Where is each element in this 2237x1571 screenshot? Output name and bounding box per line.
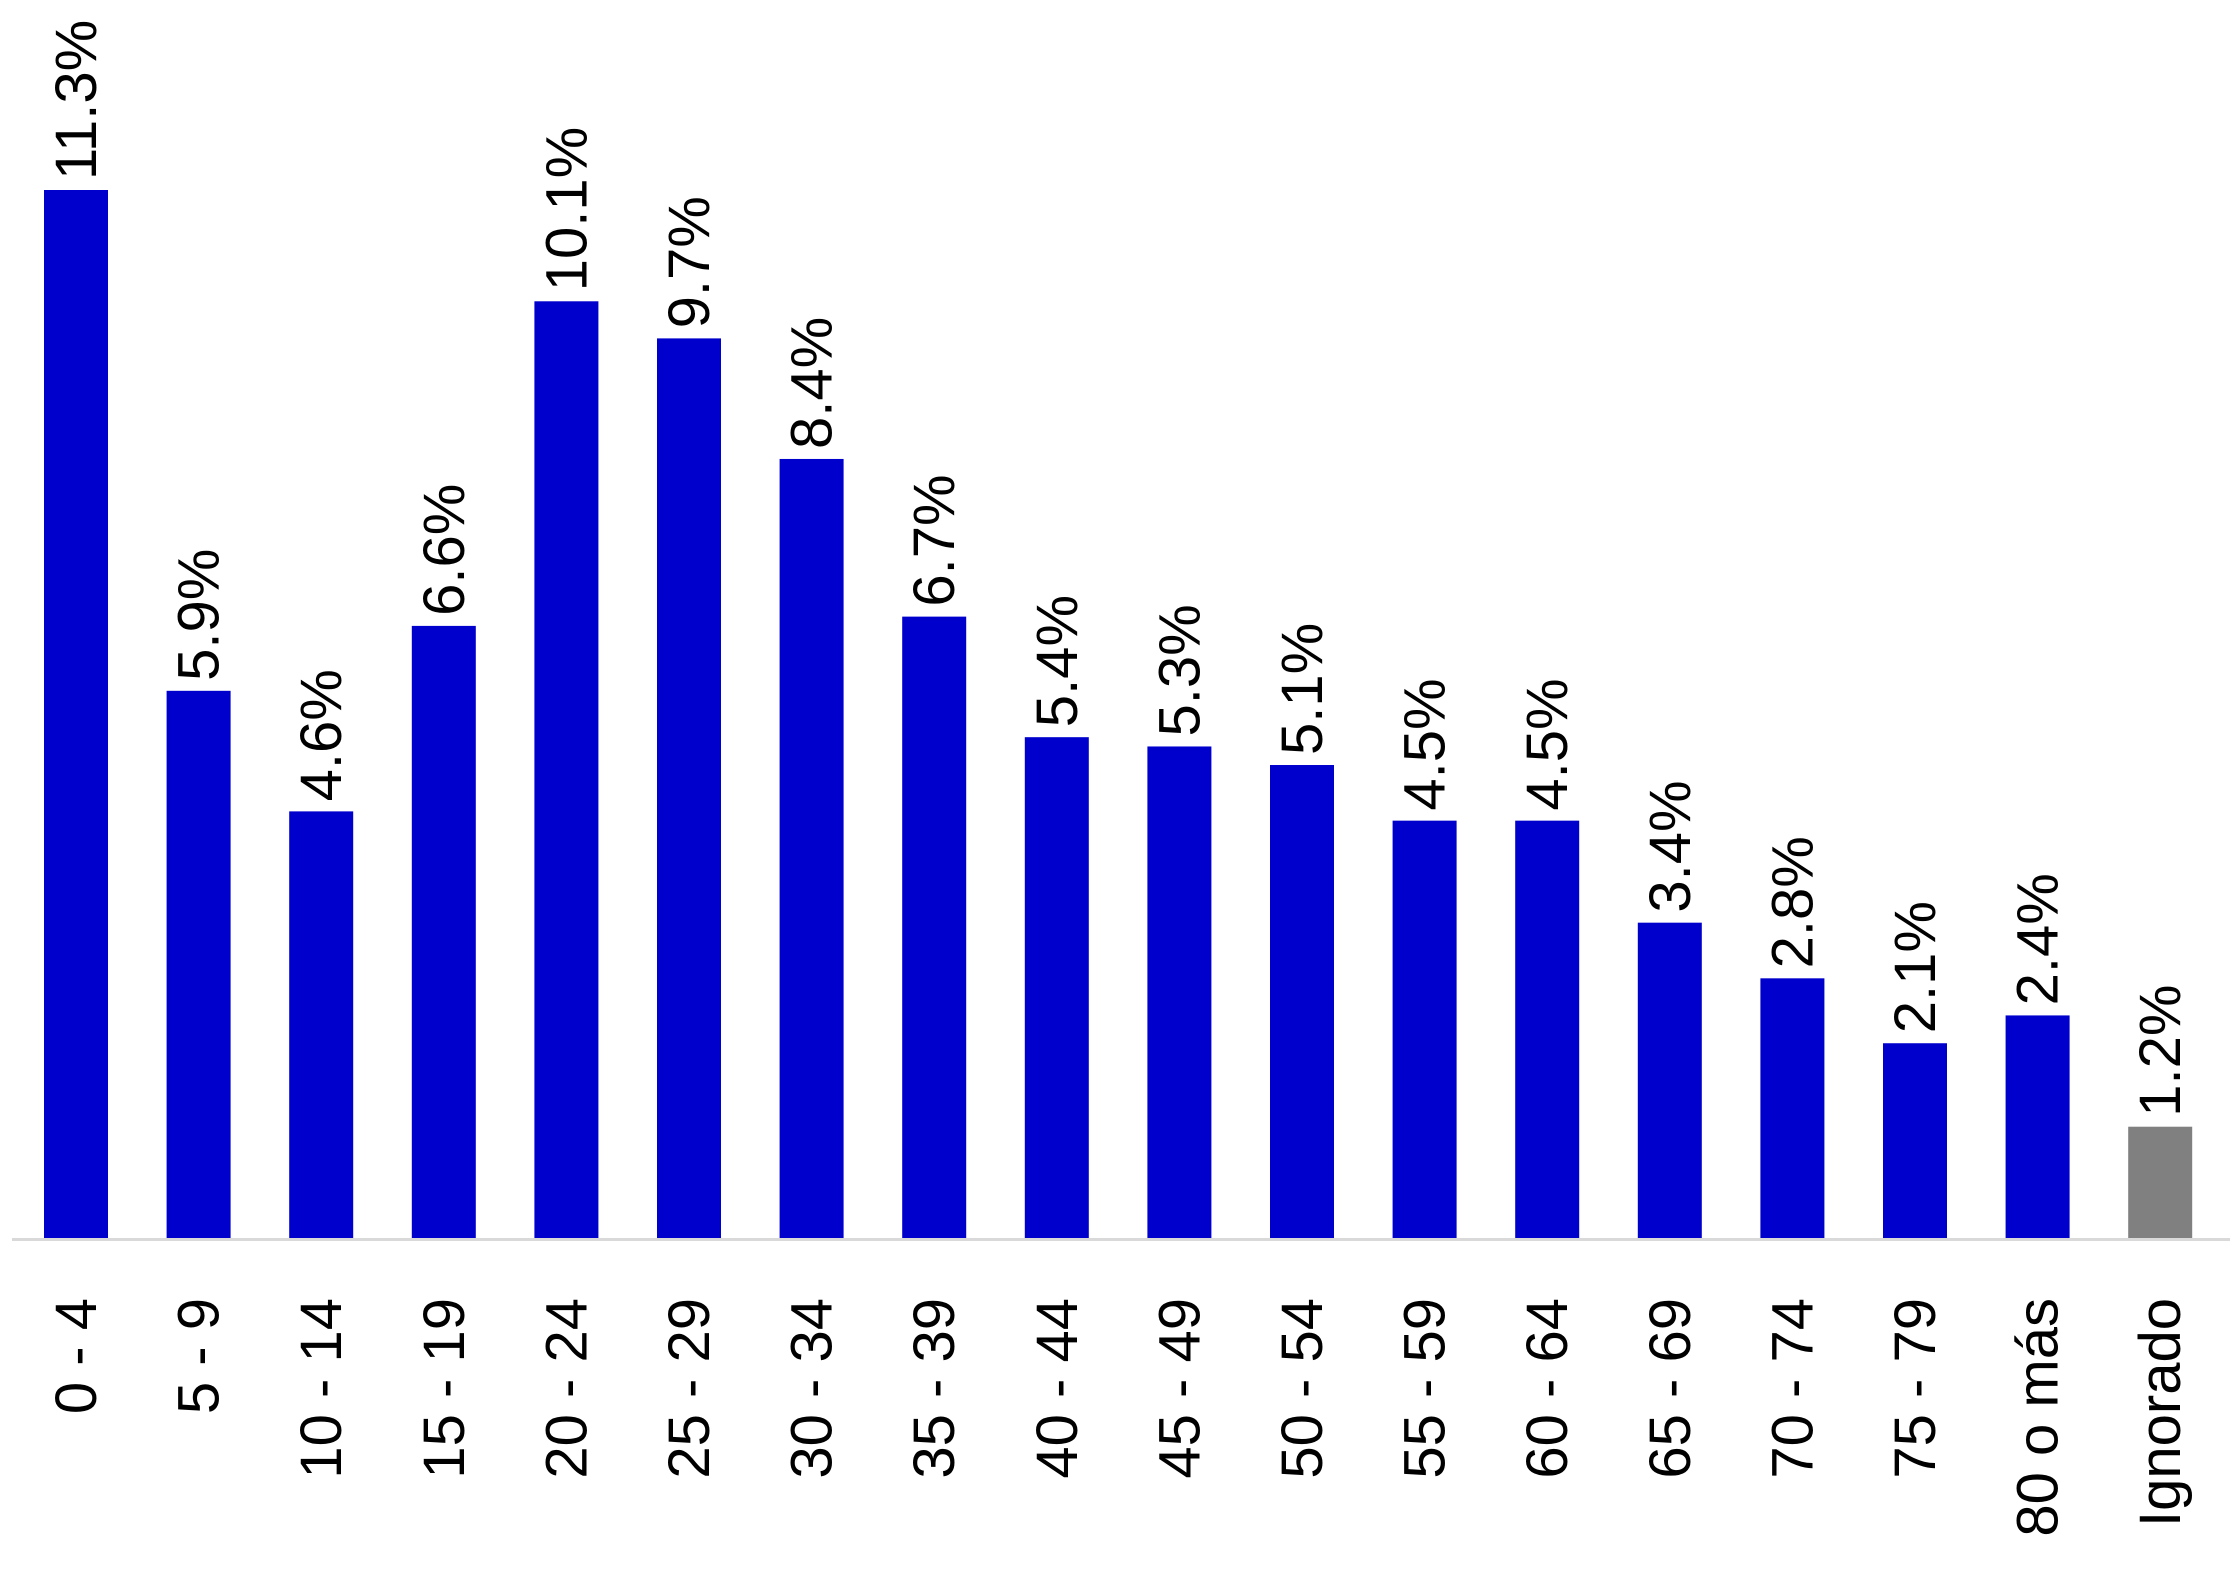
category-label-15-19: 15 - 19 [412,1298,477,1479]
bar-0-4 [44,190,108,1238]
value-label-0-4: 11.3% [44,20,109,180]
bar-60-64 [1515,820,1580,1238]
bar-ignorado [2128,1126,2193,1238]
bar-5-9 [166,690,231,1238]
category-label-5-9: 5 - 9 [167,1298,232,1414]
bars-layer [44,190,2193,1239]
category-label-20-24: 20 - 24 [534,1298,599,1479]
bar-40-44 [1024,737,1089,1238]
value-labels-layer: 11.3% 5.9% 4.6% 6.6% 10.1% 9.7% 8.4% 6.7% 5.4% 5.… [44,20,2193,1117]
bar-30-34 [779,458,844,1238]
bar-10-14 [289,811,354,1238]
category-label-10-14: 10 - 14 [289,1298,354,1479]
bar-20-24 [534,301,599,1239]
bar-45-49 [1147,746,1212,1238]
value-label-25-29: 9.7% [657,196,722,328]
category-label-50-54: 50 - 54 [1270,1298,1335,1479]
category-labels-layer: 0 - 4 5 - 9 10 - 14 15 - 19 20 - 24 25 - 29 30… [44,1298,2193,1537]
value-label-10-14: 4.6% [289,669,354,801]
value-label-45-49: 5.3% [1147,604,1212,736]
value-label-70-74: 2.8% [1760,836,1825,968]
category-label-45-49: 45 - 49 [1147,1298,1212,1479]
value-label-50-54: 5.1% [1270,623,1335,755]
value-label-40-44: 5.4% [1025,595,1090,727]
category-label-35-39: 35 - 39 [902,1298,967,1479]
value-label-5-9: 5.9% [167,549,232,681]
value-label-75-79: 2.1% [1883,901,1948,1033]
value-label-80-o-más: 2.4% [2006,873,2071,1005]
value-label-ignorado: 1.2% [2128,985,2193,1117]
category-label-40-44: 40 - 44 [1025,1298,1090,1479]
value-label-15-19: 6.6% [412,484,477,616]
category-label-70-74: 70 - 74 [1760,1298,1825,1479]
category-label-75-79: 75 - 79 [1883,1298,1948,1479]
category-label-30-34: 30 - 34 [780,1298,845,1479]
value-label-30-34: 8.4% [780,317,845,449]
category-label-55-59: 55 - 59 [1393,1298,1458,1479]
category-label-65-69: 65 - 69 [1638,1298,1703,1479]
value-label-20-24: 10.1% [534,127,599,291]
category-label-25-29: 25 - 29 [657,1298,722,1479]
category-label-0-4: 0 - 4 [44,1298,109,1414]
bar-65-69 [1637,922,1702,1238]
bar-55-59 [1392,820,1457,1238]
bar-15-19 [411,625,476,1238]
value-label-60-64: 4.5% [1515,678,1580,810]
bar-25-29 [657,338,721,1238]
bar-50-54 [1270,765,1334,1238]
value-label-65-69: 3.4% [1638,780,1703,912]
value-label-35-39: 6.7% [902,474,967,606]
bar-80-o-más [2005,1015,2070,1238]
bar-35-39 [902,616,967,1238]
category-label-60-64: 60 - 64 [1515,1298,1580,1479]
bar-75-79 [1883,1043,1947,1238]
value-label-55-59: 4.5% [1393,678,1458,810]
category-label-ignorado: Ignorado [2128,1298,2193,1527]
category-label-80-o-más: 80 o más [2006,1298,2071,1537]
bar-70-74 [1760,978,1825,1238]
